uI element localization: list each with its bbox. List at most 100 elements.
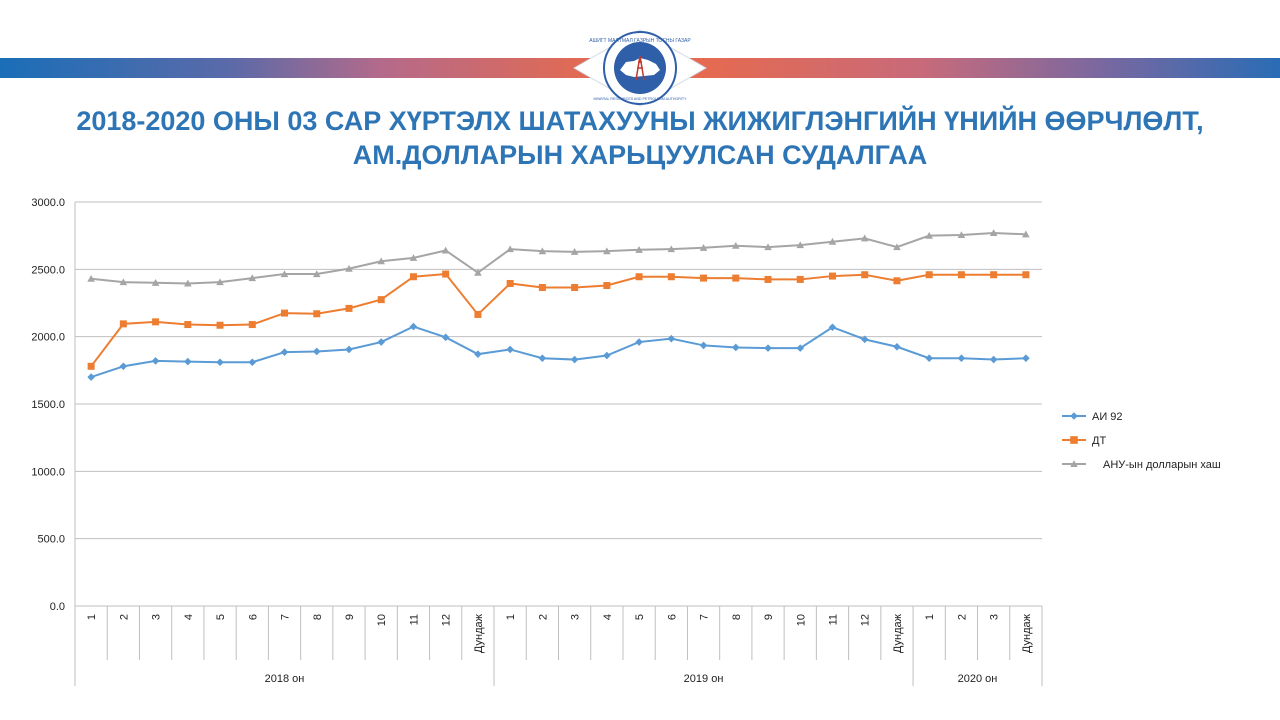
x-tick-label: Дундаж: [892, 613, 904, 653]
x-group-label: 2019 он: [684, 673, 724, 685]
data-point: [538, 284, 546, 292]
data-point: [957, 271, 965, 279]
data-point: [280, 348, 289, 356]
data-point: [345, 304, 353, 312]
x-tick-label: 11: [827, 614, 839, 625]
data-point: [1070, 460, 1078, 468]
x-tick-label: 3: [989, 614, 1001, 620]
y-tick-label: 2500.0: [31, 264, 65, 276]
x-tick-label: 10: [376, 614, 388, 626]
data-point: [441, 246, 450, 254]
x-tick-label: 2: [118, 614, 130, 620]
data-point: [506, 245, 514, 253]
data-point: [893, 277, 901, 285]
y-tick-label: 3000.0: [31, 197, 65, 209]
page-title: 2018-2020 ОНЫ 03 САР ХҮРТЭЛХ ШАТАХУУНЫ Ж…: [40, 104, 1240, 172]
data-point: [151, 357, 160, 365]
data-point: [345, 264, 353, 272]
x-tick-label: 3: [151, 614, 163, 620]
title-line-1: 2018-2020 ОНЫ 03 САР ХҮРТЭЛХ ШАТАХУУНЫ Ж…: [76, 106, 1204, 136]
x-tick-label: 1: [924, 614, 936, 620]
x-tick-label: 9: [763, 614, 775, 620]
y-tick-label: 0.0: [50, 601, 65, 613]
data-point: [474, 310, 482, 318]
data-point: [893, 342, 901, 351]
x-tick-label: 8: [731, 614, 743, 620]
x-tick-label: 3: [570, 614, 582, 620]
data-point: [699, 341, 708, 350]
x-tick-label: 6: [666, 614, 678, 620]
data-point: [570, 355, 579, 364]
data-point: [764, 275, 772, 283]
x-group-label: 2018 он: [265, 673, 305, 685]
series-line: [90, 273, 1026, 367]
data-point: [700, 274, 708, 282]
x-tick-label: 12: [441, 614, 453, 626]
data-point: [216, 321, 224, 329]
data-point: [409, 254, 418, 261]
data-point: [796, 241, 805, 249]
series-line: [90, 325, 1026, 379]
y-tick-label: 2000.0: [31, 332, 65, 344]
x-tick-label: 11: [408, 614, 420, 625]
data-point: [152, 318, 160, 326]
data-point: [990, 271, 998, 279]
data-point: [571, 284, 579, 292]
data-point: [216, 278, 224, 286]
data-point: [409, 322, 418, 331]
x-tick-label: 4: [183, 614, 195, 620]
data-point: [281, 309, 289, 317]
x-tick-label: 7: [280, 614, 292, 620]
x-tick-label: 10: [795, 614, 807, 626]
data-point: [1022, 354, 1030, 363]
x-tick-label: 1: [505, 614, 517, 620]
data-point: [828, 323, 837, 332]
data-point: [119, 362, 128, 371]
x-group-label: 2020 он: [958, 673, 998, 685]
x-tick-label: 1: [86, 614, 98, 620]
x-tick-label: 12: [860, 614, 872, 626]
data-point: [893, 243, 901, 251]
legend-label: АИ 92: [1092, 411, 1123, 423]
data-point: [538, 247, 547, 255]
authority-logo: АШИГТ МАЛТМАЛ ГАЗРЫН ТОСНЫ ГАЗАР MINERAL…: [572, 29, 708, 107]
data-point: [506, 345, 514, 354]
data-point: [506, 279, 514, 287]
data-point: [1070, 436, 1078, 444]
data-point: [860, 234, 869, 242]
logo-ring-text-en: MINERAL RESOURCES AND PETROLEUM AUTHORIT…: [594, 97, 688, 101]
data-point: [377, 257, 386, 265]
data-point: [732, 274, 740, 282]
data-point: [1070, 412, 1078, 420]
y-tick-label: 1000.0: [31, 466, 65, 478]
data-point: [796, 275, 804, 283]
data-point: [184, 357, 192, 366]
data-point: [441, 333, 450, 342]
data-point: [313, 310, 321, 318]
data-point: [603, 281, 611, 289]
x-tick-label: 2: [537, 614, 549, 620]
data-point: [216, 358, 224, 367]
x-tick-label: 6: [247, 614, 259, 620]
legend-label: ДТ: [1092, 435, 1106, 447]
logo-ring-text: АШИГТ МАЛТМАЛ ГАЗРЫН ТОСНЫ ГАЗАР: [589, 38, 691, 44]
y-tick-label: 500.0: [37, 534, 65, 546]
data-point: [635, 338, 643, 346]
data-point: [957, 354, 966, 363]
x-tick-label: Дундаж: [473, 613, 485, 653]
x-tick-label: 9: [344, 614, 356, 620]
data-point: [1022, 271, 1030, 279]
data-point: [764, 344, 772, 352]
data-point: [312, 270, 321, 278]
x-tick-label: 2: [956, 614, 968, 620]
data-point: [796, 344, 805, 352]
data-point: [280, 270, 289, 278]
data-point: [667, 273, 675, 281]
data-point: [603, 247, 611, 255]
data-point: [184, 279, 192, 287]
data-point: [699, 243, 708, 251]
x-tick-label: 4: [602, 614, 614, 620]
series-line: [91, 231, 1026, 285]
data-point: [603, 351, 611, 360]
data-point: [474, 350, 482, 358]
